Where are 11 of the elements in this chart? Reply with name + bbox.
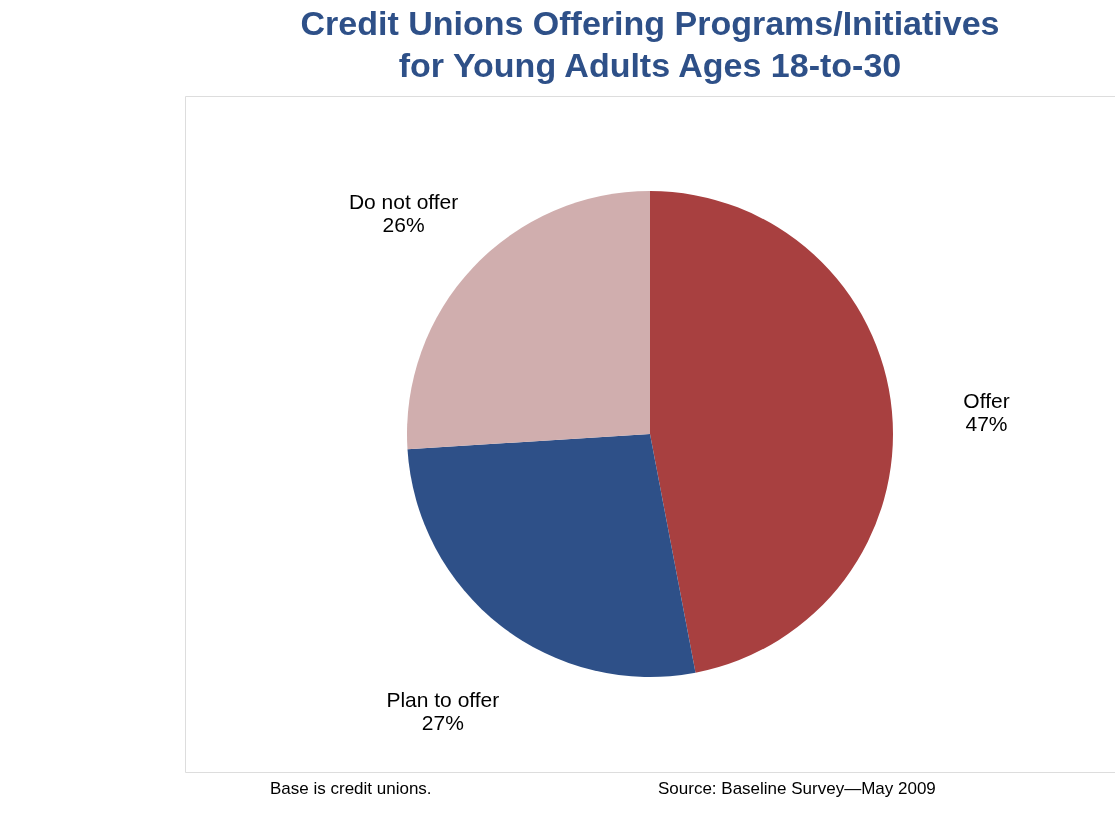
data-label: 26% — [382, 212, 425, 236]
chart-title: Credit Unions Offering Programs/Initiatives for Young Adults Ages 18-to-30 — [300, 4, 1000, 84]
pie-slice — [650, 191, 893, 673]
pie-slice — [407, 434, 696, 677]
slice-label: Plan to offer — [386, 688, 500, 712]
source-note: Source: Baseline Survey—May 2009 — [658, 779, 936, 798]
slice-label: Offer — [963, 389, 1010, 413]
text: Base is credit unions. — [270, 779, 432, 798]
data-label: 27% — [421, 711, 464, 735]
data-label: 47% — [965, 412, 1008, 436]
slice-label: Do not offer — [348, 189, 459, 213]
